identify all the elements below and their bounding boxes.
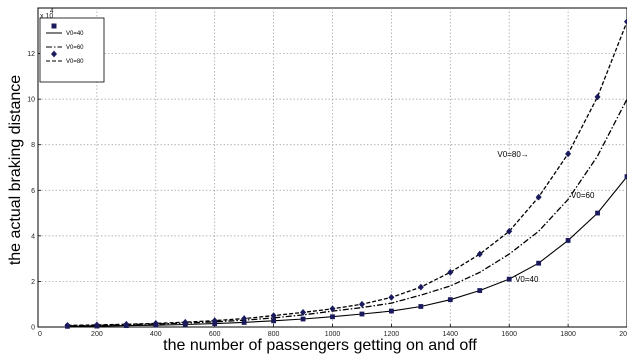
x-tick-label: 800 [268, 331, 280, 338]
x-axis-label: the number of passengers getting on and … [163, 337, 477, 354]
legend-label-v0-60: V0=60 [66, 45, 84, 51]
x-tick-label: 600 [209, 331, 221, 338]
data-point-v0-80 [93, 321, 100, 329]
legend-marker-v0-40 [51, 23, 57, 29]
x-tick-label: 400 [150, 331, 162, 338]
y-axis-label: the actual braking distance [7, 75, 24, 265]
y-tick-label: 2 [31, 279, 35, 286]
y-multiplier-exponent: 4 [50, 9, 54, 15]
y-tick-label: 6 [31, 188, 35, 195]
series-line-v0-40 [67, 176, 627, 327]
data-point-v0-80 [152, 319, 159, 327]
annotation-label: V0=80→ [497, 150, 528, 159]
data-point-v0-80 [300, 309, 307, 316]
x-tick-label: 200 [91, 331, 103, 338]
y-tick-label: 0 [31, 325, 35, 332]
data-point-v0-80 [270, 312, 277, 320]
annotation-label: V0=60 [571, 191, 595, 200]
y-multiplier: x 10 4 [40, 9, 54, 20]
data-point-v0-40 [506, 276, 512, 282]
data-point-v0-80 [211, 317, 218, 325]
data-point-v0-40 [565, 238, 571, 243]
data-point-v0-40 [359, 311, 365, 317]
x-tick-label: 1600 [501, 331, 517, 338]
series-line-v0-80 [67, 21, 627, 327]
data-point-v0-40 [418, 304, 424, 309]
data-point-v0-80 [447, 268, 454, 276]
data-point-v0-80 [417, 283, 424, 291]
legend-box [39, 17, 105, 83]
legend: V0=40 V0=60 V0=80 [39, 17, 105, 83]
data-point-v0-80 [594, 93, 601, 101]
annotation-label: V0=40 [515, 275, 539, 284]
annotations: V0=80→ V0=60 V0=40 [497, 150, 595, 284]
y-tick-label: 8 [31, 142, 35, 149]
data-point-v0-40 [447, 297, 453, 303]
y-tick-label: 12 [27, 51, 35, 58]
data-point-v0-40 [477, 288, 483, 293]
data-point-v0-80 [123, 320, 130, 328]
data-point-v0-80 [535, 193, 542, 201]
data-point-v0-80 [358, 300, 365, 308]
x-tick-label: 1400 [443, 331, 459, 338]
legend-label-v0-80: V0=80 [66, 59, 84, 65]
data-point-v0-40 [389, 308, 394, 314]
data-point-v0-80 [388, 293, 395, 301]
data-point-v0-40 [536, 260, 542, 266]
data-point-v0-40 [330, 314, 335, 320]
data-point-v0-80 [64, 322, 71, 329]
data-point-v0-80 [506, 227, 513, 235]
data-point-v0-40 [624, 174, 627, 180]
data-point-v0-40 [300, 316, 306, 322]
data-point-v0-80 [241, 315, 248, 322]
data-point-v0-80 [329, 305, 336, 313]
x-tick-label: 1800 [560, 331, 576, 338]
grid [38, 8, 627, 327]
x-tick-label: 20 [619, 331, 627, 338]
y-tick-label: 4 [31, 233, 35, 240]
y-multiplier-base: x 10 [40, 13, 53, 20]
data-point-v0-40 [271, 318, 276, 324]
data-point-v0-80 [182, 318, 189, 326]
y-tick-label: 10 [27, 97, 35, 104]
data-point-v0-80 [624, 18, 627, 26]
data-point-v0-80 [565, 150, 572, 158]
data-point-v0-80 [476, 250, 483, 258]
x-tick-label: 1000 [325, 331, 341, 338]
legend-label-v0-40: V0=40 [66, 31, 84, 37]
plot-area [37, 7, 627, 328]
y-axis-ticks: 0 2 4 6 8 10 12 [27, 51, 41, 332]
series-group [64, 18, 627, 329]
data-point-v0-40 [241, 320, 247, 325]
x-tick-label: 0 [38, 331, 42, 338]
x-tick-label: 1200 [384, 331, 400, 338]
data-point-v0-40 [595, 210, 600, 216]
legend-marker-v0-80 [51, 50, 57, 58]
